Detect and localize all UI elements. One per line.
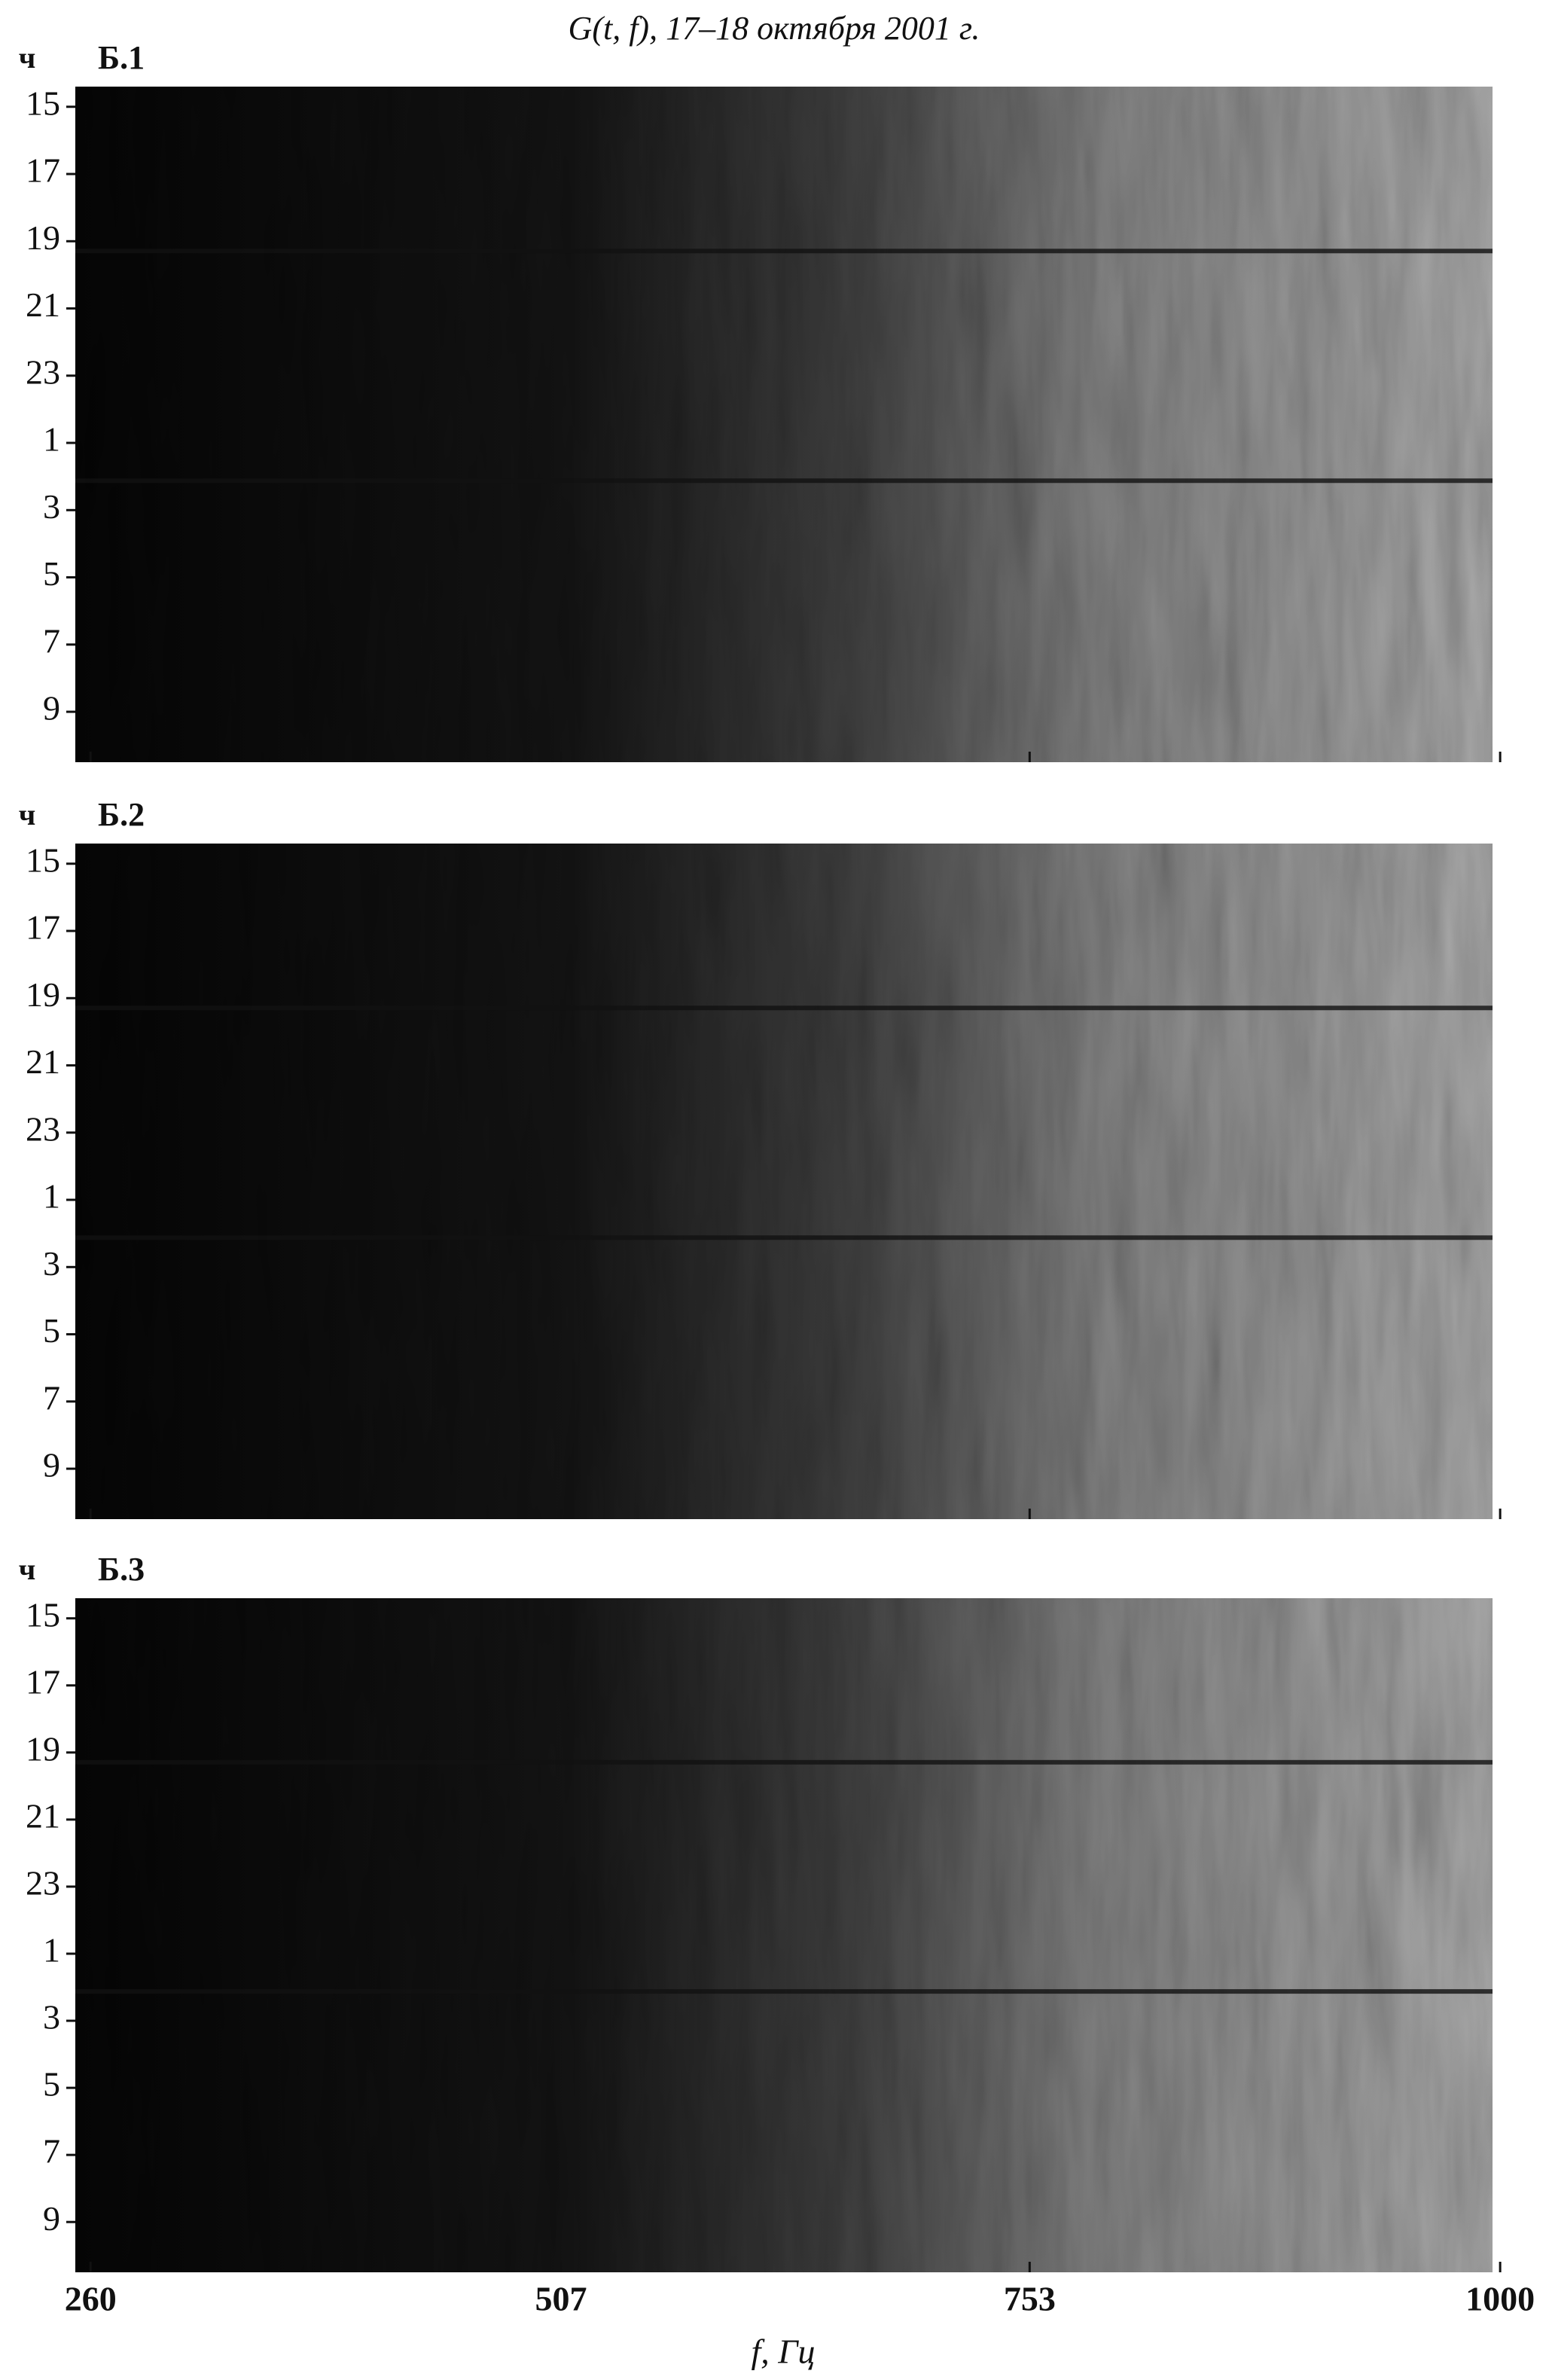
y-tick-label: 3 — [43, 1244, 60, 1283]
y-tick-label: 17 — [26, 151, 60, 190]
spectrogram-texture — [75, 844, 1493, 1519]
spectrogram — [75, 844, 1493, 1519]
panel-label: Б.1 — [98, 39, 145, 76]
y-tick-label: 9 — [43, 689, 60, 728]
y-tick-label: 5 — [43, 554, 60, 593]
y-tick-label: 1 — [43, 420, 60, 459]
y-tick-label: 7 — [43, 2132, 60, 2171]
y-tick-label: 7 — [43, 1378, 60, 1417]
y-tick-label: 17 — [26, 1662, 60, 1701]
y-tick-label: 3 — [43, 487, 60, 526]
y-tick-label: 3 — [43, 1998, 60, 2037]
spectrogram — [75, 1598, 1493, 2272]
dark-band — [75, 1759, 1493, 1765]
y-tick-label: 1 — [43, 1177, 60, 1216]
y-tick-label: 23 — [26, 352, 60, 391]
y-unit-label: ч — [19, 41, 36, 75]
y-tick-label: 21 — [26, 1042, 60, 1081]
y-tick-label: 19 — [26, 1729, 60, 1768]
panel-label: Б.2 — [98, 796, 145, 833]
y-tick-label: 5 — [43, 2065, 60, 2104]
y-tick-label: 5 — [43, 1311, 60, 1350]
spectrogram-texture — [75, 1598, 1493, 2272]
spectrogram-texture — [75, 87, 1493, 762]
y-tick-label: 15 — [26, 84, 60, 122]
y-tick-label: 19 — [26, 218, 60, 257]
y-tick-label: 17 — [26, 908, 60, 947]
y-tick-label: 1 — [43, 1931, 60, 1970]
x-tick-label: 260 — [65, 2280, 117, 2318]
x-tick-label: 1000 — [1465, 2280, 1535, 2318]
x-tick-label: 753 — [1004, 2280, 1056, 2318]
dark-band — [75, 478, 1493, 484]
y-tick-label: 23 — [26, 1109, 60, 1148]
y-tick-label: 15 — [26, 841, 60, 879]
y-tick-label: 23 — [26, 1863, 60, 1902]
chart-title: G(t, f), 17–18 октября 2001 г. — [569, 10, 980, 47]
y-tick-label: 15 — [26, 1595, 60, 1634]
y-unit-label: ч — [19, 1552, 36, 1586]
y-tick-label: 21 — [26, 1796, 60, 1835]
spectrogram — [75, 87, 1493, 762]
y-unit-label: ч — [19, 798, 36, 831]
dark-band — [75, 249, 1493, 254]
dark-band — [75, 1005, 1493, 1011]
x-axis-label: f, Гц — [752, 2333, 816, 2371]
dark-band — [75, 1235, 1493, 1240]
panel-label: Б.3 — [98, 1551, 145, 1588]
y-tick-label: 9 — [43, 2199, 60, 2238]
x-tick-label: 507 — [535, 2280, 587, 2318]
y-tick-label: 9 — [43, 1446, 60, 1484]
y-tick-label: 21 — [26, 285, 60, 324]
y-tick-label: 7 — [43, 621, 60, 660]
dark-band — [75, 1989, 1493, 1994]
y-tick-label: 19 — [26, 975, 60, 1014]
